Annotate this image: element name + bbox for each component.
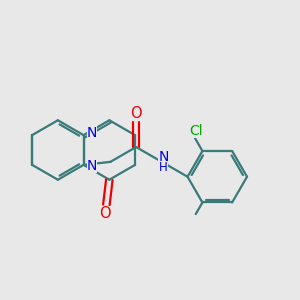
Text: H: H (159, 161, 168, 174)
Text: N: N (158, 150, 169, 164)
Text: O: O (99, 206, 111, 221)
Text: O: O (130, 106, 142, 121)
Text: N: N (87, 126, 97, 140)
Text: Cl: Cl (189, 124, 202, 138)
Text: N: N (87, 159, 97, 173)
